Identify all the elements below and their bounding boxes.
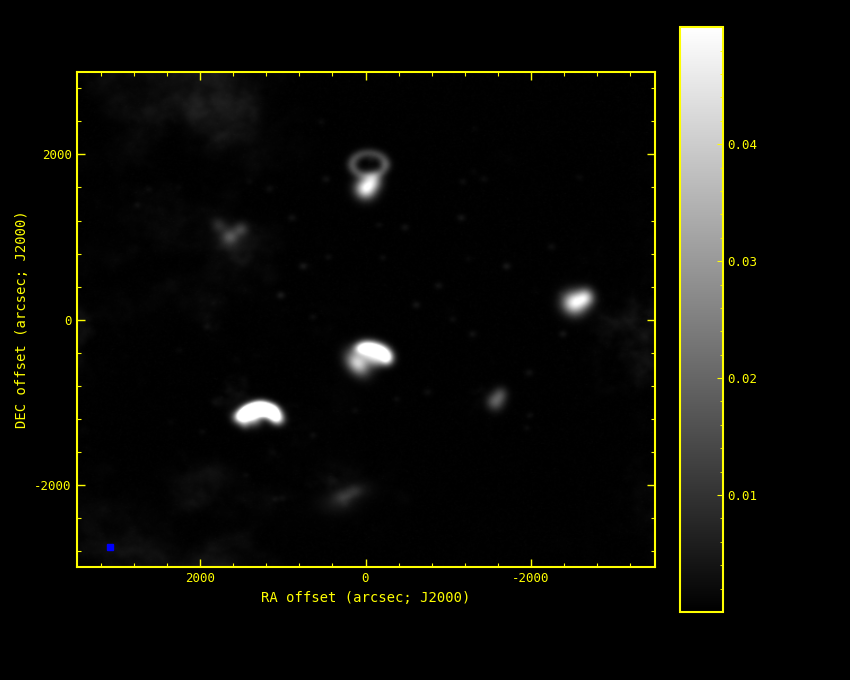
X-axis label: RA offset (arcsec; J2000): RA offset (arcsec; J2000) (261, 591, 470, 605)
Y-axis label: DEC offset (arcsec; J2000): DEC offset (arcsec; J2000) (14, 211, 29, 428)
